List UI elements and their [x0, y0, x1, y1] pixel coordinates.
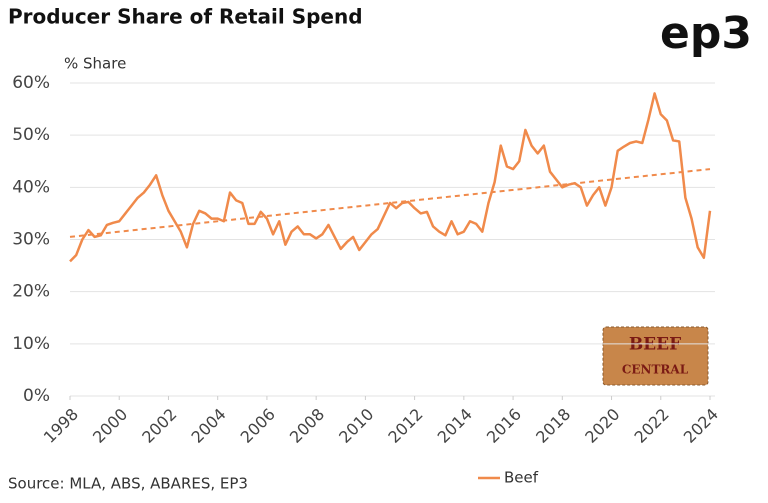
y-tick-label: 50%: [12, 125, 50, 145]
x-tick-label: 1998: [40, 405, 82, 447]
y-tick-label: 40%: [12, 177, 50, 197]
chart-title: Producer Share of Retail Spend: [8, 5, 363, 29]
x-tick-label: 2020: [581, 405, 623, 447]
badge: BEEF CENTRAL: [602, 326, 709, 386]
x-tick-label: 2004: [187, 405, 229, 447]
badge-text: BEEF: [629, 335, 681, 355]
legend-label: Beef: [504, 469, 539, 487]
x-tick-label: 2018: [532, 405, 574, 447]
y-tick-label: 30%: [12, 230, 50, 250]
source: Source: MLA, ABS, ABARES, EP3: [8, 475, 248, 493]
logo: ep3: [660, 8, 752, 59]
x-tick-label: 2008: [286, 405, 328, 447]
y-tick-label: 60%: [12, 73, 50, 93]
x-tick-label: 2024: [680, 405, 722, 447]
x-tick-label: 2006: [237, 405, 279, 447]
x-tick-label: 2002: [138, 405, 180, 447]
x-tick-label: 2000: [89, 405, 131, 447]
x-tick-label: 2022: [631, 405, 673, 447]
x-tick-label: 2016: [483, 405, 525, 447]
x-tick-label: 2014: [434, 405, 476, 447]
line: [69, 92, 712, 263]
y-axis-label: % Share: [64, 55, 126, 73]
badge-bg: [602, 326, 709, 386]
x-tick-label: 2012: [384, 405, 426, 447]
x-tick-label: 2010: [335, 405, 377, 447]
y-tick-label: 0%: [23, 386, 50, 406]
y-tick-label: 10%: [12, 334, 50, 354]
badge-text: CENTRAL: [622, 363, 689, 377]
y-tick-label: 20%: [12, 282, 50, 302]
